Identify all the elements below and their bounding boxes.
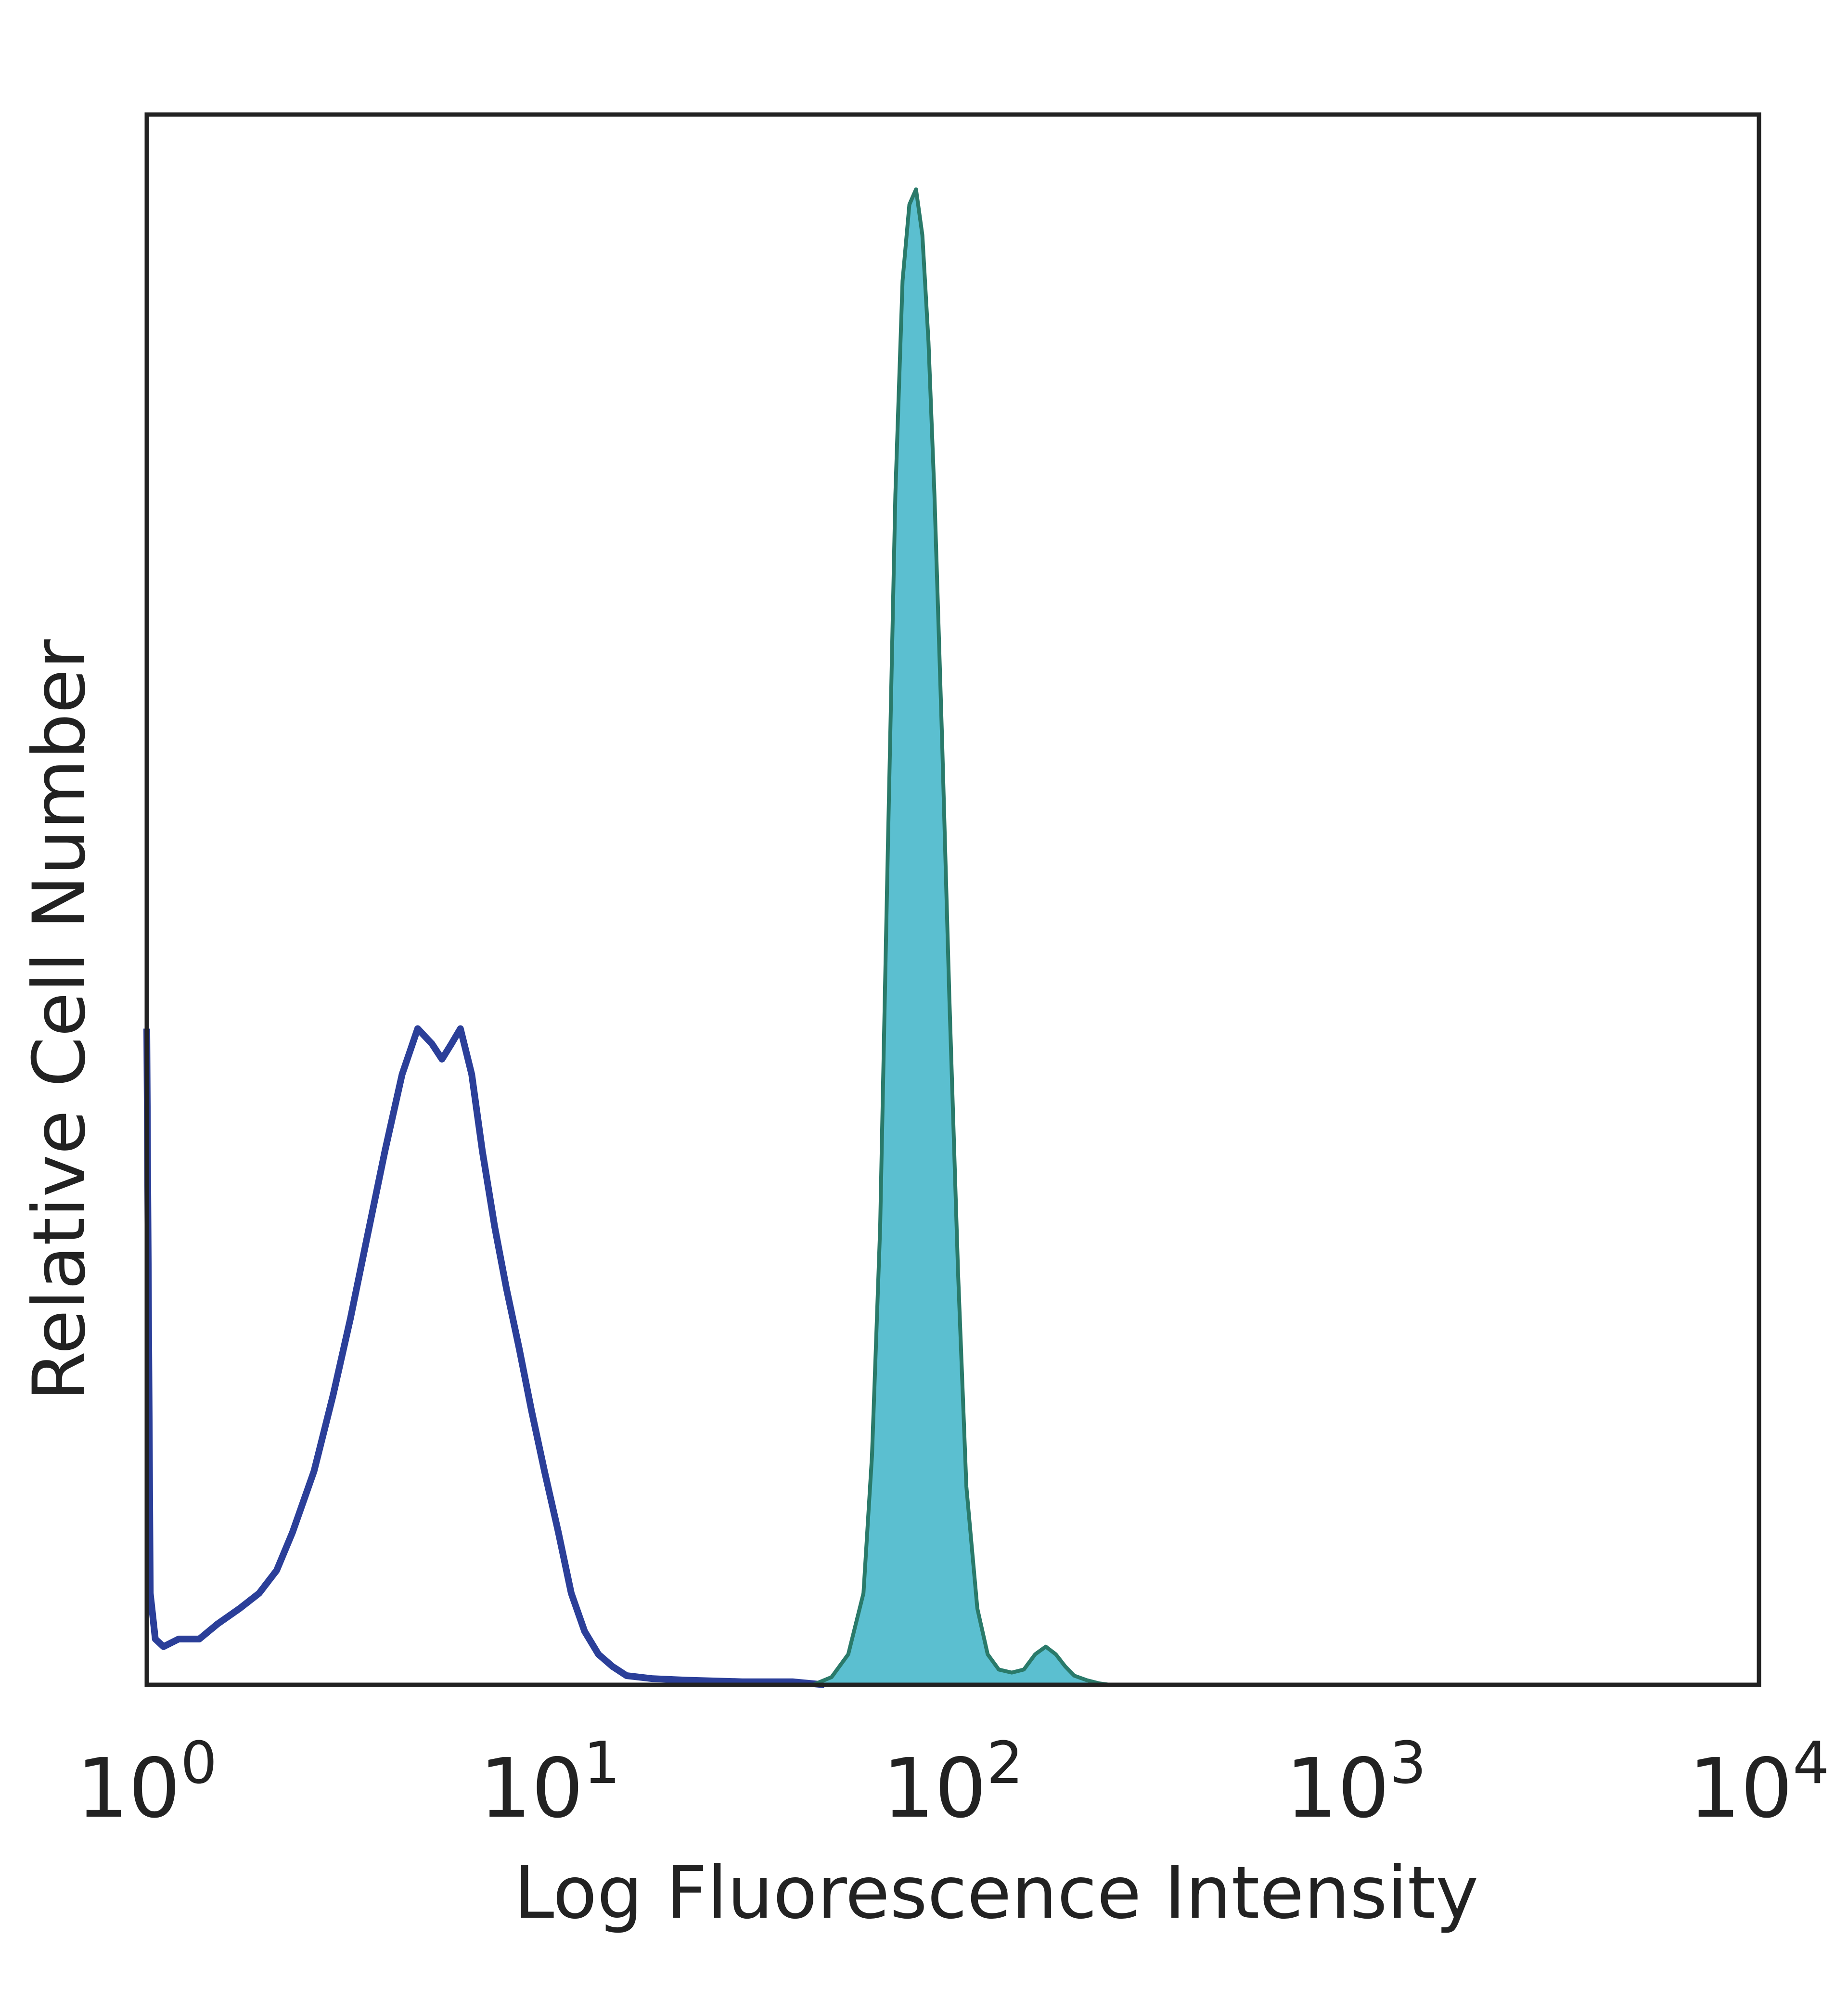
x-tick-exponent: 0 [180, 1730, 217, 1797]
x-tick-base: 10 [479, 1741, 583, 1836]
x-tick-exponent: 3 [1389, 1730, 1426, 1797]
series-layer [143, 187, 1112, 1688]
x-tick-exponent: 1 [583, 1730, 620, 1797]
x-tick-label: 101 [479, 1730, 620, 1836]
x-tick-label: 103 [1285, 1730, 1426, 1836]
x-tick-base: 10 [1689, 1741, 1793, 1836]
x-tick-exponent: 4 [1793, 1730, 1829, 1797]
y-axis-label: Relative Cell Number [18, 639, 102, 1401]
x-tick-base: 10 [883, 1741, 987, 1836]
plot-frame [144, 112, 1761, 1687]
series-outline-histogram [143, 1025, 825, 1688]
x-tick-layer: 100 101 102 103 104 [77, 1730, 1830, 1836]
x-tick-label: 104 [1689, 1730, 1830, 1836]
x-tick-base: 10 [77, 1741, 180, 1836]
series-filled-histogram [811, 187, 1112, 1687]
x-tick-label: 102 [883, 1730, 1024, 1836]
x-tick-exponent: 2 [987, 1730, 1023, 1797]
x-axis-label: Log Fluorescence Intensity [514, 1851, 1478, 1935]
x-tick-label: 100 [77, 1730, 218, 1836]
x-tick-base: 10 [1285, 1741, 1389, 1836]
